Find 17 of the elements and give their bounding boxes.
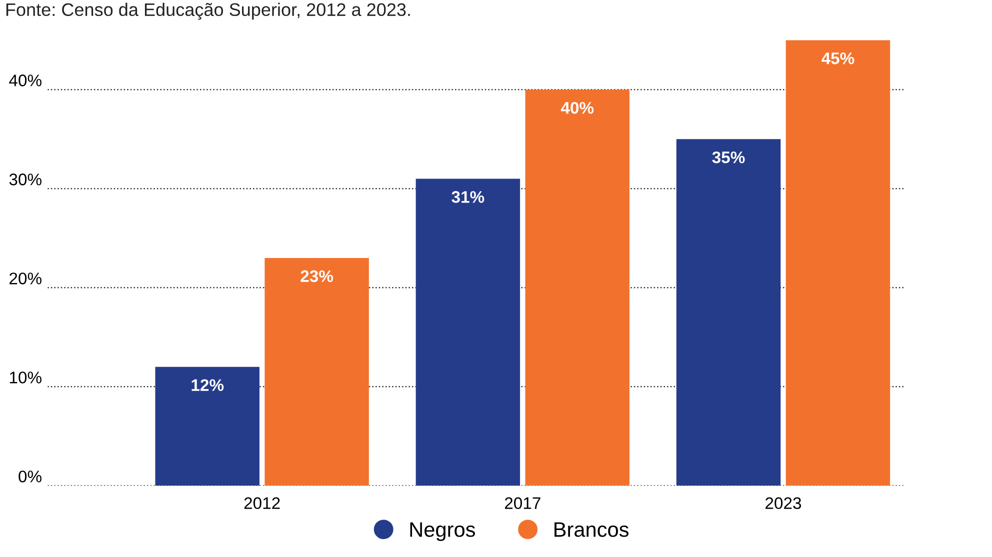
data-label: 45% [822, 52, 854, 64]
y-tick-label: 0% [18, 470, 42, 482]
data-label: 31% [452, 191, 484, 203]
legend-label: Negros [410, 522, 475, 542]
data-label: 23% [300, 270, 334, 282]
y-tick-label: 30% [9, 174, 42, 186]
source-note: Fonte: Censo da Educação Superior, 2012 a 2023. [6, 2, 410, 20]
legend-label: Brancos [554, 522, 628, 537]
y-tick-label: 40% [9, 74, 42, 86]
data-label: 12% [192, 379, 224, 391]
data-label: 35% [712, 151, 745, 164]
x-tick-label: 2012 [244, 497, 280, 510]
x-tick-label: 2023 [766, 497, 802, 510]
y-tick-label: 20% [10, 272, 42, 284]
y-tick-label: 10% [10, 372, 42, 384]
data-label: 40% [560, 102, 594, 114]
x-tick-label: 2017 [504, 497, 540, 510]
